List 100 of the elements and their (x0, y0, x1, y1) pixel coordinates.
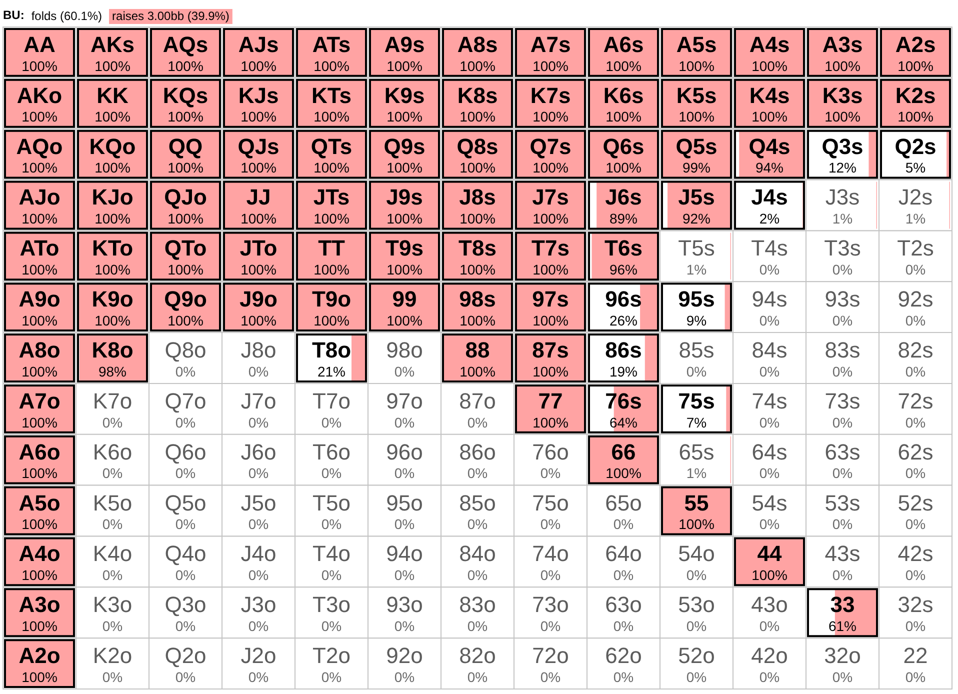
data-label: 100% (168, 160, 204, 176)
data-label: 100% (168, 261, 204, 278)
annotation: 43s (824, 541, 860, 566)
annotation: KQs (162, 82, 208, 108)
annotation: J9s (386, 184, 423, 210)
data-label: 0% (175, 465, 196, 482)
data-label: 0% (759, 465, 780, 482)
annotation: 33 (830, 592, 855, 618)
data-label: 100% (22, 618, 58, 634)
annotation: 63s (824, 439, 860, 464)
annotation: 76o (532, 439, 569, 464)
data-label: 0% (394, 363, 415, 380)
annotation: T4s (751, 236, 788, 261)
annotation: 84o (459, 541, 496, 566)
annotation: K9s (384, 82, 425, 108)
data-label: 0% (102, 414, 123, 430)
data-label: 100% (460, 312, 496, 328)
data-label: 100% (240, 210, 276, 227)
annotation: 95o (386, 490, 423, 516)
data-label: 26% (609, 312, 638, 328)
data-label: 0% (175, 618, 196, 634)
data-label: 0% (540, 668, 561, 685)
data-label: 0% (175, 567, 196, 584)
annotation: 98o (386, 337, 423, 362)
data-label: 0% (832, 363, 853, 380)
data-label: 100% (22, 58, 58, 74)
data-label: 0% (248, 567, 269, 584)
data-label: 98% (98, 363, 127, 380)
data-label: 100% (678, 58, 714, 74)
text: BU: (3, 8, 24, 22)
annotation: AQo (16, 134, 63, 159)
data-label: 0% (321, 567, 342, 584)
data-label: 100% (94, 160, 130, 176)
annotation: 42s (898, 541, 934, 566)
annotation: 32s (898, 592, 934, 618)
data-label: 0% (394, 465, 415, 482)
annotation: J6o (240, 439, 276, 464)
data-label: 100% (606, 160, 642, 176)
annotation: T7o (312, 388, 350, 414)
data-label: 100% (460, 261, 496, 278)
annotation: K3s (822, 82, 863, 108)
data-label: 0% (467, 414, 488, 430)
data-label: 0% (540, 567, 561, 584)
annotation: 32o (824, 643, 861, 668)
annotation: 73o (532, 592, 569, 618)
annotation: Q2s (894, 134, 936, 159)
data-label: 0% (613, 567, 634, 584)
annotation: 63o (605, 592, 642, 618)
data-label: 0% (832, 567, 853, 584)
annotation: J2o (240, 643, 276, 668)
data-label: 100% (94, 261, 130, 278)
annotation: AKs (90, 32, 135, 57)
annotation: 82o (459, 643, 496, 668)
annotation: QJo (164, 184, 207, 210)
annotation: 74s (752, 388, 788, 414)
annotation: Q9o (164, 286, 207, 312)
annotation: 44 (757, 541, 782, 566)
annotation: KK (96, 82, 128, 108)
annotation: Q3s (822, 134, 864, 159)
data-label: 0% (394, 567, 415, 584)
annotation: 93s (824, 286, 860, 312)
annotation: K5s (676, 82, 717, 108)
annotation: T3o (312, 592, 350, 618)
annotation: J8s (459, 184, 496, 210)
annotation: J3s (825, 184, 860, 210)
data-label: 100% (386, 312, 422, 328)
annotation: Q4o (164, 541, 206, 566)
annotation: TT (318, 236, 346, 261)
data-label: 100% (240, 160, 276, 176)
annotation: 65o (605, 490, 642, 516)
annotation: 66 (611, 439, 636, 464)
data-label: 92% (682, 210, 711, 227)
data-label: 100% (168, 108, 204, 125)
annotation: 96s (605, 286, 642, 312)
data-label: 100% (22, 312, 58, 328)
data-label: 100% (22, 567, 58, 584)
data-label: 100% (460, 58, 496, 74)
annotation: 75o (532, 490, 569, 516)
annotation: A9o (18, 286, 60, 312)
data-label: 0% (832, 312, 853, 328)
data-label: 0% (321, 668, 342, 685)
data-label: 100% (824, 108, 860, 125)
data-label: 0% (832, 261, 853, 278)
data-label: 0% (248, 516, 269, 532)
data-label: 100% (22, 414, 58, 430)
data-label: 0% (905, 465, 926, 482)
data-label: 0% (759, 414, 780, 430)
annotation: A2o (18, 643, 60, 668)
data-label: 100% (168, 58, 204, 74)
annotation: AJo (18, 184, 60, 210)
data-label: 100% (22, 516, 58, 532)
annotation: A5s (676, 32, 717, 57)
annotation: T4o (312, 541, 350, 566)
data-label: 100% (386, 210, 422, 227)
data-label: 100% (168, 210, 204, 227)
annotation: A7o (18, 388, 60, 414)
data-label: 0% (321, 516, 342, 532)
data-label: 100% (22, 261, 58, 278)
annotation: 74o (532, 541, 569, 566)
data-label: 0% (248, 618, 269, 634)
